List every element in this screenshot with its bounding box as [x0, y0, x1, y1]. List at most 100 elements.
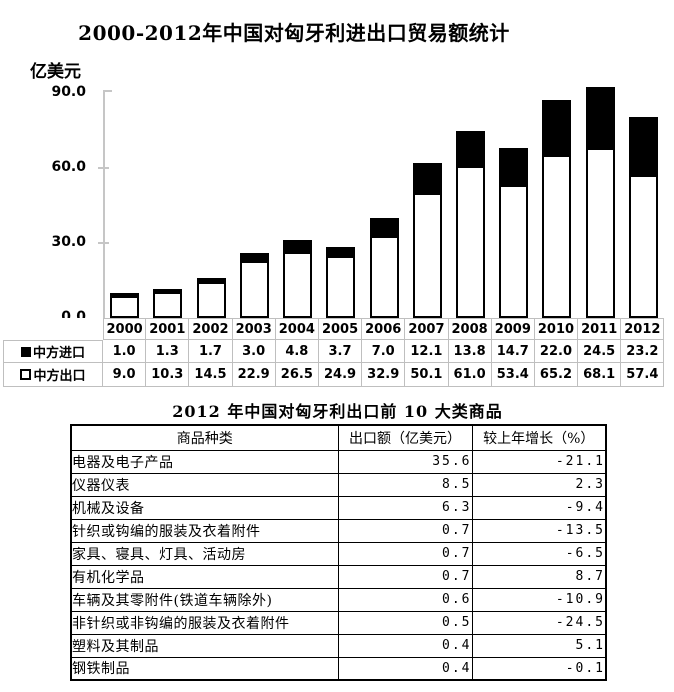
- year-header-cell: 2003: [232, 318, 276, 340]
- export-value-cell: 0.6: [337, 587, 473, 612]
- series-value-cell: 14.5: [189, 363, 233, 387]
- commodity-name-cell: 仪器仪表: [70, 472, 339, 497]
- bar-export-segment: [239, 260, 269, 318]
- commodity-table: 商品种类 出口额（亿美元） 较上年增长（%） 电器及电子产品 35.6 -21.1 仪器仪…: [70, 424, 607, 681]
- bar-export-segment: [369, 235, 399, 318]
- export-value-cell: 0.7: [337, 564, 473, 589]
- commodity-row: 家具、寝具、灯具、活动房 0.7 -6.5: [70, 541, 607, 566]
- bar-export-segment: [455, 165, 485, 318]
- series-value-cell: 68.1: [578, 363, 622, 387]
- commodity-row: 仪器仪表 8.5 2.3: [70, 472, 607, 497]
- series-value-cell: 1.0: [103, 340, 147, 363]
- open-square-icon: [20, 369, 32, 380]
- series-value-cell: 9.0: [103, 363, 147, 387]
- series-value-cell: 53.4: [491, 363, 535, 387]
- export-value-cell: 0.4: [337, 656, 473, 681]
- export-value-cell: 0.4: [337, 633, 473, 658]
- bar-export-segment: [153, 292, 183, 318]
- commodity-row: 有机化学品 0.7 8.7: [70, 564, 607, 589]
- series-value-cell: 14.7: [491, 340, 535, 363]
- bar-import-segment: [239, 253, 269, 261]
- export-value-cell: 0.7: [337, 518, 473, 543]
- growth-value-cell: 2.3: [471, 472, 607, 497]
- series-value-cell: 50.1: [405, 363, 449, 387]
- growth-value-cell: -13.5: [471, 518, 607, 543]
- series-value-cell: 65.2: [534, 363, 579, 387]
- commodity-row: 塑料及其制品 0.4 5.1: [70, 633, 607, 658]
- legend-cell-import: 中方进口: [3, 340, 103, 363]
- series-value-cell: 1.7: [189, 340, 233, 363]
- growth-value-cell: -0.1: [471, 656, 607, 681]
- y-axis-unit-label: 亿美元: [30, 62, 81, 82]
- commodity-row: 钢铁制品 0.4 -0.1: [70, 656, 607, 681]
- export-value-cell: 0.7: [337, 541, 473, 566]
- bar-import-segment: [326, 246, 356, 256]
- series-value-cell: 61.0: [448, 363, 492, 387]
- bar-import-segment: [369, 218, 399, 236]
- chart-data-table: 2000 2001 2002 2003 2004 2005 2006 2007 2008 2009…: [3, 318, 665, 387]
- commodity-table-title: 2012 年中国对匈牙利出口前 10 大类商品: [172, 402, 503, 421]
- y-tick-label: 90.0: [51, 84, 86, 100]
- y-tick-label: 30.0: [51, 234, 86, 250]
- commodity-header-cell: 商品种类: [70, 424, 339, 451]
- filled-square-icon: [20, 346, 31, 357]
- chart-table-corner-blank: [3, 318, 103, 340]
- bar-export-segment: [499, 184, 529, 318]
- bar-import-segment: [542, 100, 572, 155]
- commodity-name-cell: 针织或钩编的服装及衣着附件: [70, 518, 339, 543]
- series-value-cell: 7.0: [362, 340, 406, 363]
- commodity-name-cell: 钢铁制品: [70, 656, 339, 681]
- year-header-cell: 2002: [189, 318, 233, 340]
- growth-value-cell: -24.5: [471, 610, 607, 635]
- series-value-cell: 22.0: [534, 340, 579, 363]
- bar-import-segment: [628, 116, 658, 175]
- bar-export-segment: [542, 155, 572, 318]
- series-value-cell: 32.9: [362, 363, 406, 387]
- bar-export-segment: [585, 147, 615, 318]
- series-value-cell: 23.2: [621, 340, 665, 363]
- commodity-header-cell: 较上年增长（%）: [471, 424, 607, 451]
- commodity-row: 车辆及其零附件(铁道车辆除外) 0.6 -10.9: [70, 587, 607, 612]
- bar-import-segment: [455, 131, 485, 166]
- growth-value-cell: -10.9: [471, 587, 607, 612]
- commodity-header-cell: 出口额（亿美元）: [337, 424, 473, 451]
- series-value-cell: 13.8: [448, 340, 492, 363]
- y-axis-line: [103, 90, 105, 318]
- series-value-cell: 3.7: [318, 340, 363, 363]
- commodity-table-header-row: 商品种类 出口额（亿美元） 较上年增长（%）: [70, 424, 607, 451]
- year-header-cell: 2011: [578, 318, 622, 340]
- commodity-name-cell: 有机化学品: [70, 564, 339, 589]
- growth-value-cell: 8.7: [471, 564, 607, 589]
- growth-value-cell: -21.1: [471, 449, 607, 474]
- legend-cell-export: 中方出口: [3, 363, 103, 387]
- legend-series-label: 中方进口: [32, 346, 85, 361]
- year-header-cell: 2010: [534, 318, 579, 340]
- bar-import-segment: [585, 86, 615, 148]
- growth-value-cell: 5.1: [471, 633, 607, 658]
- series-value-cell: 24.9: [318, 363, 363, 387]
- series-value-cell: 57.4: [621, 363, 665, 387]
- year-header-cell: 2004: [275, 318, 319, 340]
- commodity-row: 机械及设备 6.3 -9.4: [70, 495, 607, 520]
- year-header-cell: 2007: [405, 318, 449, 340]
- export-value-cell: 0.5: [337, 610, 473, 635]
- commodity-row: 针织或钩编的服装及衣着附件 0.7 -13.5: [70, 518, 607, 543]
- export-value-cell: 35.6: [337, 449, 473, 474]
- bar-export-segment: [326, 255, 356, 318]
- series-value-cell: 4.8: [275, 340, 319, 363]
- series-value-cell: 10.3: [146, 363, 190, 387]
- commodity-name-cell: 家具、寝具、灯具、活动房: [70, 541, 339, 566]
- series-value-cell: 1.3: [146, 340, 190, 363]
- bar-export-segment: [110, 295, 140, 318]
- bar-export-segment: [412, 192, 442, 318]
- bar-import-segment: [153, 289, 183, 293]
- y-tick-label: 60.0: [51, 159, 86, 175]
- bar-import-segment: [499, 147, 529, 185]
- commodity-name-cell: 非针织或非钩编的服装及衣着附件: [70, 610, 339, 635]
- series-value-cell: 12.1: [405, 340, 449, 363]
- commodity-name-cell: 机械及设备: [70, 495, 339, 520]
- bar-import-segment: [110, 293, 140, 296]
- bar-import-segment: [196, 277, 226, 282]
- export-value-cell: 8.5: [337, 472, 473, 497]
- year-header-cell: 2005: [318, 318, 363, 340]
